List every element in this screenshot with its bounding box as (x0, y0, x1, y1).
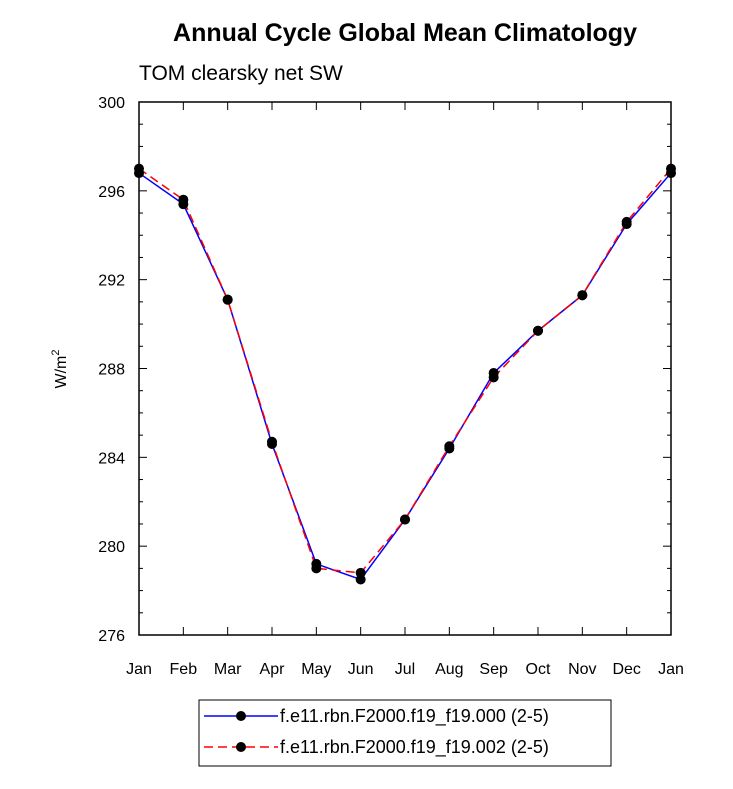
plot-frame (138, 101, 672, 636)
legend: f.e11.rbn.F2000.f19_f19.000 (2-5) f.e11.… (198, 699, 612, 767)
x-tick-label: Jun (348, 661, 374, 678)
series-2-point (222, 294, 233, 305)
series-2-point (400, 514, 410, 525)
series-2-point (178, 194, 189, 205)
series-2-point (444, 441, 455, 452)
legend-box (198, 699, 612, 767)
chart-title: Annual Cycle Global Mean Climatology (173, 19, 637, 47)
x-tick-label: Feb (170, 661, 198, 678)
x-tick-label: Oct (526, 661, 551, 678)
x-tick-label: Apr (260, 661, 286, 678)
series-2-point (577, 290, 588, 301)
y-tick-label: 288 (98, 362, 125, 379)
legend-label-series-2: f.e11.rbn.F2000.f19_f19.002 (2-5) (280, 737, 549, 758)
series-2-point (621, 216, 632, 227)
y-tick-label: 300 (98, 95, 125, 112)
y-tick-label: 276 (98, 628, 125, 645)
chart-subtitle: TOM clearsky net SW (139, 62, 343, 85)
series-group (134, 163, 676, 585)
series-2-point (355, 567, 366, 578)
x-tick-label: Sep (479, 661, 508, 678)
y-axis-ticks (139, 101, 671, 636)
y-tick-label: 280 (98, 539, 125, 556)
series-2-point (134, 163, 144, 174)
y-axis-labels: 276 280 284 288 292 296 300 (98, 95, 125, 645)
y-axis-title: W/m2 (50, 350, 70, 389)
series-line-2 (138, 168, 672, 574)
series-2-point (533, 325, 543, 336)
x-tick-label: Dec (612, 661, 640, 678)
x-tick-label: Aug (435, 661, 463, 678)
x-tick-label: Jan (126, 661, 152, 678)
series-2-point (488, 372, 499, 383)
x-axis-ticks (138, 102, 672, 635)
x-tick-label: May (301, 661, 331, 678)
y-tick-label: 284 (98, 450, 125, 467)
legend-marker-series-2 (236, 742, 246, 752)
legend-marker-series-1 (236, 711, 246, 721)
x-tick-label: Jan (658, 661, 684, 678)
x-tick-label: Nov (568, 661, 596, 678)
legend-label-series-1: f.e11.rbn.F2000.f19_f19.000 (2-5) (280, 706, 549, 727)
x-axis-labels: Jan Feb Mar Apr May Jun Jul Aug Sep Oct Nov Dec Jan (126, 661, 684, 678)
y-tick-label: 292 (98, 273, 125, 290)
x-tick-label: Jul (395, 661, 415, 678)
y-tick-label: 296 (98, 184, 125, 201)
x-tick-label: Mar (214, 661, 242, 678)
series-2-point (267, 436, 277, 447)
series-2-point (666, 163, 676, 174)
series-2-point (311, 563, 322, 574)
